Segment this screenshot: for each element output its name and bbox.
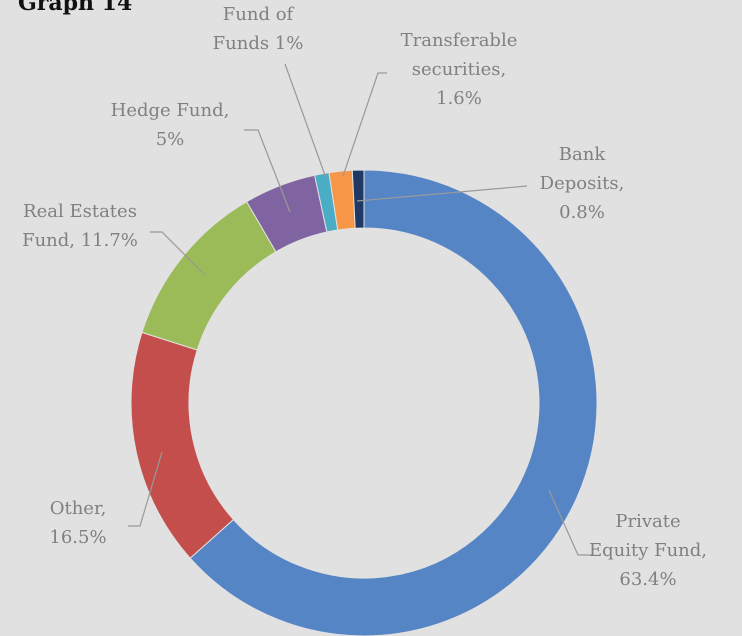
data-label: Transferable [401,30,518,51]
leader-line [548,489,592,556]
data-label: Funds 1% [213,33,304,54]
data-label: 1.6% [436,88,482,109]
data-label: Bank [559,144,607,165]
data-label: Real Estates [23,201,137,222]
data-label: Private [615,511,680,532]
leader-line [150,231,206,276]
data-label: 5% [156,129,185,150]
leader-line [244,129,291,213]
data-label: 0.8% [559,202,605,223]
donut-slice [189,169,598,636]
data-label: Hedge Fund, [111,100,230,121]
leader-line [128,451,163,527]
chart-title: Graph 14 [18,0,132,16]
data-label: securities, [412,59,507,80]
data-label: Fund, 11.7% [22,230,138,251]
donut-slice [351,169,365,229]
leader-line [284,63,327,179]
data-label: Equity Fund, [589,540,707,561]
leader-line [342,72,387,177]
data-label: Other, [50,498,107,519]
leader-line [356,185,528,202]
data-label: 16.5% [49,527,106,548]
data-label: Deposits, [540,173,625,194]
data-label: Fund of [223,4,295,25]
data-label: 63.4% [619,569,676,590]
